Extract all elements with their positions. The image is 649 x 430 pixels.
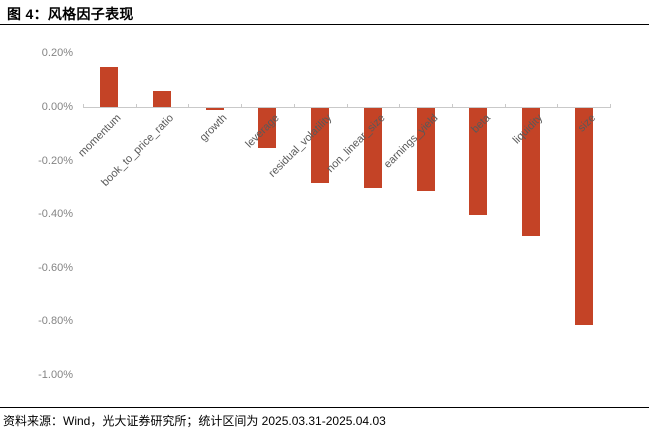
- bar-beta: [469, 107, 488, 215]
- y-axis-tick-label: -0.80%: [38, 315, 73, 328]
- y-axis-tick-label: -0.20%: [38, 154, 73, 167]
- title-divider: [0, 23, 649, 26]
- bar-leverage: [258, 107, 277, 148]
- bar-earnings_yield: [416, 107, 435, 191]
- y-axis-tick-label: -0.60%: [38, 261, 73, 274]
- axis-tick-mark: [241, 103, 243, 108]
- bar-non_linear_size: [363, 107, 382, 188]
- y-axis-tick-label: 0.20%: [41, 47, 73, 60]
- bar-size: [574, 107, 593, 325]
- axis-tick-mark: [346, 103, 348, 108]
- axis-tick-mark: [83, 103, 84, 108]
- bar-residual_volatility: [311, 107, 330, 183]
- axis-tick-mark: [451, 103, 453, 108]
- axis-tick-mark: [399, 103, 401, 108]
- x-axis-category-label: growth: [197, 112, 230, 144]
- axis-tick-mark: [188, 103, 190, 108]
- figure-title: 图 4：风格因子表现: [7, 6, 134, 22]
- bar-chart: 0.20% 0.00% -0.20% -0.40% -0.60% -0.80% -1.00%…: [0, 26, 649, 406]
- y-axis-tick-label: -1.00%: [38, 369, 73, 381]
- footer-divider: [0, 407, 649, 408]
- bar-momentum: [100, 67, 119, 108]
- axis-tick-mark: [293, 103, 295, 108]
- y-axis-tick-label: -0.40%: [38, 208, 73, 221]
- bar-liquidity: [521, 107, 540, 237]
- bar-growth: [205, 107, 224, 111]
- x-axis-category-label: momentum: [76, 112, 124, 160]
- source-note: 资料来源：Wind，光大证券研究所；统计区间为 2025.03.31-2025.…: [3, 414, 386, 428]
- axis-tick-mark: [557, 103, 559, 108]
- axis-tick-mark: [610, 103, 611, 108]
- bar-book_to_price_ratio: [153, 91, 172, 108]
- axis-tick-mark: [135, 103, 137, 108]
- y-axis-tick-label: 0.00%: [41, 101, 73, 113]
- axis-tick-mark: [504, 103, 506, 108]
